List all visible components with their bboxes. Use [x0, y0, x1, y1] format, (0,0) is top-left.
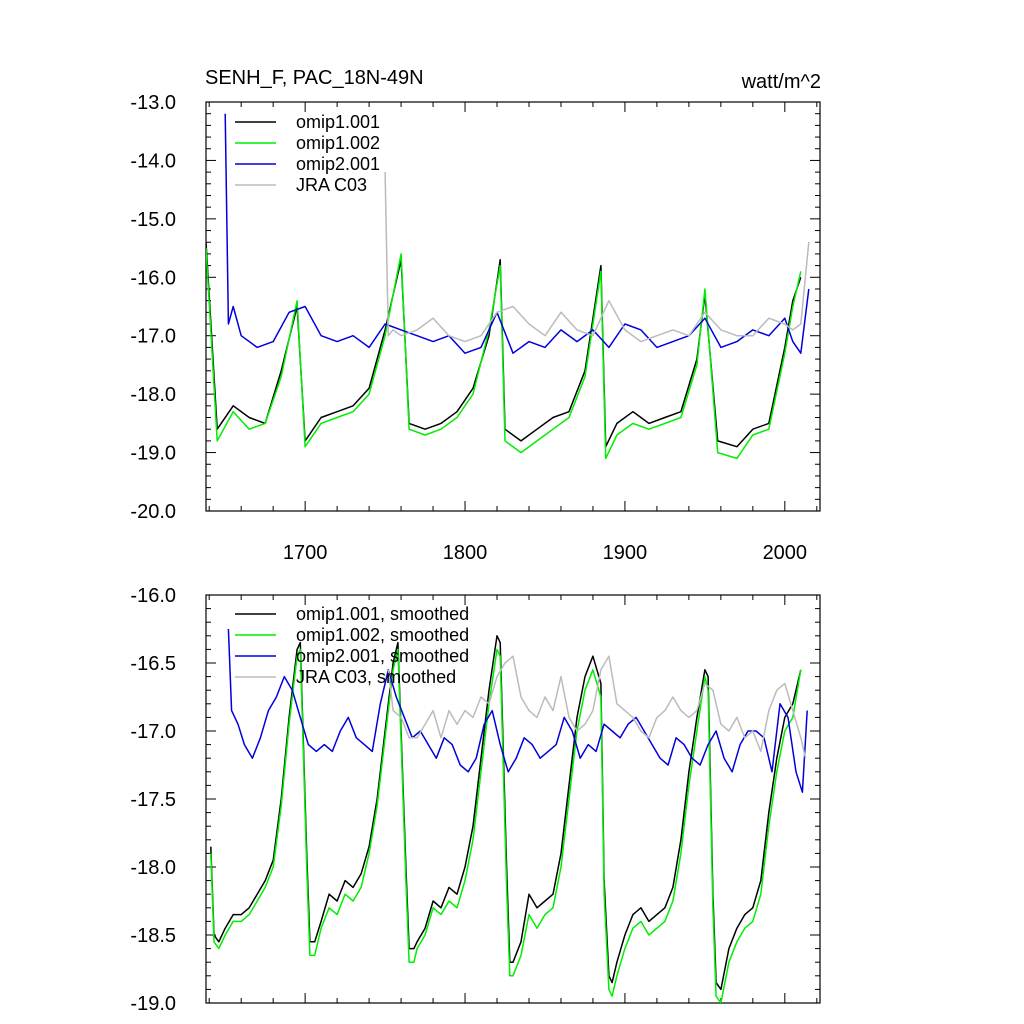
x-tick-label: 1900 — [603, 542, 648, 564]
series-line-jra-c03-smoothed — [387, 655, 807, 759]
y-tick-label: -18.0 — [130, 384, 176, 406]
legend-label: omip1.001 — [296, 112, 380, 132]
series-line-omip2-001-smoothed — [227, 628, 808, 793]
legend-label: omip1.002 — [296, 133, 380, 153]
y-tick-label: -16.0 — [130, 267, 176, 289]
series-lines — [210, 628, 808, 1003]
legend-label: JRA C03, smoothed — [296, 667, 456, 687]
series-line-omip1-002 — [206, 248, 802, 460]
legend-label: omip1.001, smoothed — [296, 604, 469, 624]
y-tick-label: -17.0 — [130, 721, 176, 743]
units-label: watt/m^2 — [741, 71, 821, 93]
x-tick-label: 1800 — [443, 542, 488, 564]
y-tick-label: -20.0 — [130, 501, 176, 523]
y-tick-label: -18.0 — [130, 857, 176, 879]
y-tick-label: -17.5 — [130, 789, 176, 811]
y-tick-label: -19.0 — [130, 993, 176, 1015]
x-axis: 1700 1800 1900 2000 — [208, 102, 818, 564]
series-lines — [206, 113, 810, 460]
legend-label: JRA C03 — [296, 175, 367, 195]
legend-label: omip1.002, smoothed — [296, 625, 469, 645]
top-panel: -13.0 -14.0 -15.0 -16.0 -17.0 -18.0 -19.0 -20.0… — [130, 92, 821, 564]
x-tick-label: 1700 — [283, 542, 328, 564]
y-axis: -16.0 -16.5 -17.0 -17.5 -18.0 -18.5 -19.0 — [130, 585, 820, 1015]
y-tick-label: -17.0 — [130, 326, 176, 348]
bottom-panel: -16.0 -16.5 -17.0 -17.5 -18.0 -18.5 -19.0 omip1… — [130, 585, 821, 1015]
y-tick-label: -18.5 — [130, 925, 176, 947]
y-tick-label: -16.5 — [130, 653, 176, 675]
chart-title: SENH_F, PAC_18N-49N — [205, 67, 424, 89]
y-axis: -13.0 -14.0 -15.0 -16.0 -17.0 -18.0 -19.0 -20.0 — [130, 92, 820, 523]
x-axis — [208, 595, 818, 1003]
y-tick-label: -14.0 — [130, 150, 176, 172]
series-line-omip1-001 — [206, 242, 802, 448]
series-line-jra-c03 — [384, 172, 810, 343]
y-tick-label: -19.0 — [130, 443, 176, 465]
y-tick-label: -16.0 — [130, 585, 176, 607]
x-tick-label: 2000 — [763, 542, 808, 564]
y-tick-label: -13.0 — [130, 92, 176, 114]
y-tick-label: -15.0 — [130, 209, 176, 231]
legend-label: omip2.001 — [296, 154, 380, 174]
series-line-omip2-001 — [224, 113, 810, 354]
plot-frame — [205, 101, 821, 512]
legend-label: omip2.001, smoothed — [296, 646, 469, 666]
